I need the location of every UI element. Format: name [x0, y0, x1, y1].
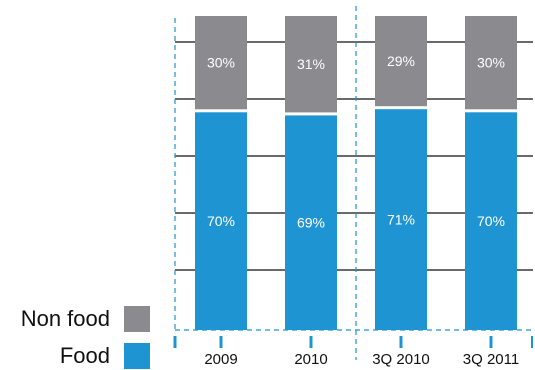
data-label-food-3: 70% [477, 213, 505, 229]
x-tick-label-1: 2010 [294, 351, 327, 368]
bar-nonfood-2 [375, 16, 427, 107]
bar-nonfood-3 [465, 16, 517, 110]
data-label-food-2: 71% [387, 212, 415, 228]
data-label-nonfood-2: 29% [387, 53, 415, 69]
data-label-food-0: 70% [207, 213, 235, 229]
bar-food-1 [285, 115, 337, 330]
x-tick-label-3: 3Q 2011 [463, 351, 519, 368]
legend-swatch-nonfood [124, 306, 150, 332]
data-label-food-1: 69% [297, 215, 325, 231]
data-label-nonfood-0: 30% [207, 55, 235, 71]
bar-food-0 [195, 112, 247, 330]
legend-label-nonfood: Non food [21, 306, 110, 331]
bar-labels: 30% 70% 31% 69% 29% 71% 30% 70% [207, 53, 505, 231]
x-axis-ticks: 2009 2010 3Q 2010 3Q 2011 [173, 336, 533, 368]
bar-food-2 [375, 109, 427, 330]
data-label-nonfood-3: 30% [477, 55, 505, 71]
legend: Non food Food [21, 306, 150, 369]
x-tick-label-2: 3Q 2010 [372, 351, 430, 368]
data-label-nonfood-1: 31% [297, 56, 325, 72]
legend-swatch-food [124, 343, 150, 369]
bar-nonfood-1 [285, 16, 337, 113]
bar-nonfood-0 [195, 16, 247, 110]
bar-food-3 [465, 112, 517, 330]
legend-label-food: Food [60, 343, 110, 368]
x-tick-label-0: 2009 [204, 351, 237, 368]
bars [195, 16, 517, 330]
